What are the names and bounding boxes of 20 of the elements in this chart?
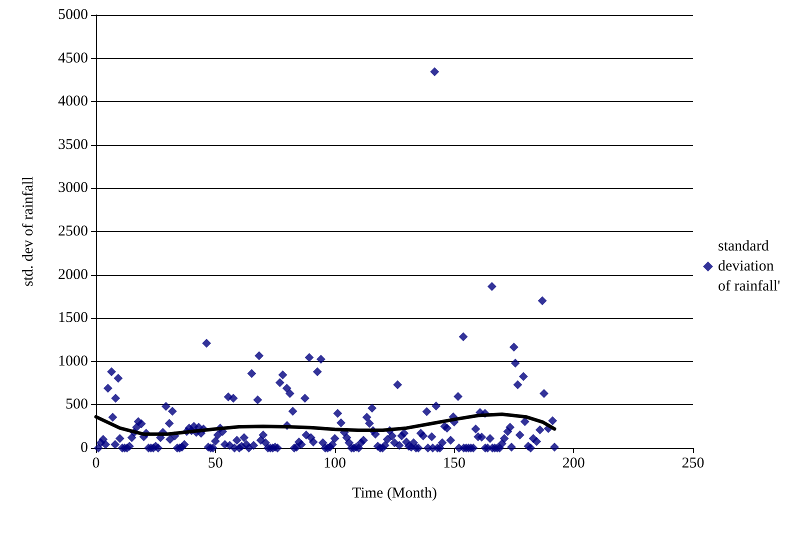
y-tick-label: 4500 (58, 50, 88, 66)
y-tick-label: 500 (66, 396, 88, 413)
x-tick-label: 200 (562, 456, 585, 472)
y-tick-label: 1000 (58, 353, 88, 370)
y-tick-label: 1500 (58, 310, 88, 326)
y-tick-label: 0 (80, 440, 88, 456)
y-tick-label: 5000 (58, 7, 88, 23)
legend-label: standard deviation of rainfall' (718, 238, 781, 294)
y-tick-label: 3500 (58, 136, 88, 153)
x-tick-label: 250 (682, 456, 704, 472)
x-tick-label: 100 (324, 456, 346, 472)
y-tick-label: 3000 (58, 180, 88, 196)
y-tick-label: 2500 (58, 224, 88, 240)
x-tick-label: 150 (442, 456, 466, 472)
x-axis-title: Time (Month) (352, 486, 437, 502)
x-tick-label: 50 (208, 456, 223, 472)
y-tick-label: 4000 (58, 94, 88, 110)
y-axis-title: std. dev of rainfall (20, 176, 36, 286)
y-tick-label: 2000 (58, 266, 88, 283)
x-tick-label: 0 (92, 456, 100, 472)
